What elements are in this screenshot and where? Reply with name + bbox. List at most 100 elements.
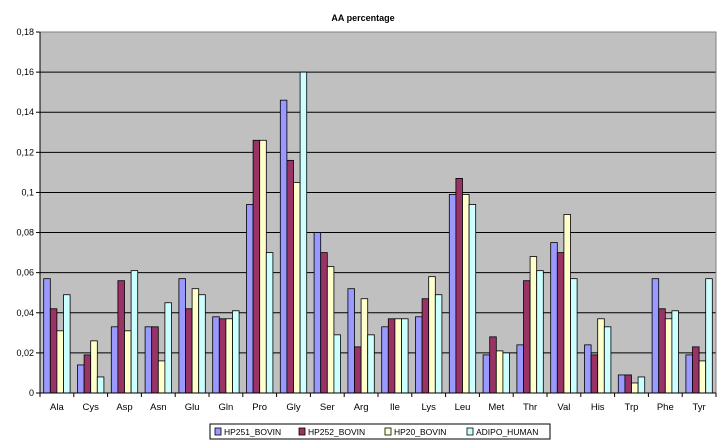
legend: HP251_BOVIN HP252_BOVIN HP20_BOVIN ADIPO_HU… <box>209 423 551 440</box>
bar-hp20_bovin-asp <box>124 330 132 394</box>
y-tick-label: 0,16 <box>16 67 34 77</box>
bar-hp252_bovin-asn <box>151 326 159 394</box>
bar-hp251_bovin-asp <box>110 326 119 394</box>
bar-hp251_bovin-arg <box>347 288 355 394</box>
bar-hp252_bovin-val <box>556 252 565 394</box>
bar-hp20_bovin-ser <box>326 266 335 394</box>
bar-hp251_bovin-gly <box>279 99 288 394</box>
y-tick-label: 0,14 <box>16 107 34 117</box>
bar-hp20_bovin-cys <box>90 340 98 394</box>
bar-adipo_human-val <box>570 278 578 394</box>
x-tick-label: Tyr <box>692 402 705 413</box>
chart-title: AA percentage <box>331 13 394 23</box>
bar-hp20_bovin-ile <box>394 318 402 394</box>
bar-hp20_bovin-phe <box>664 318 673 394</box>
bar-adipo_human-tyr <box>705 278 713 394</box>
bar-adipo_human-thr <box>536 270 544 394</box>
bar-adipo_human-trp <box>637 376 646 394</box>
bar-hp251_bovin-leu <box>448 194 457 394</box>
bar-hp251_bovin-gln <box>212 316 220 394</box>
legend-swatch <box>214 427 222 436</box>
bar-hp20_bovin-his <box>597 318 605 394</box>
bar-adipo_human-asn <box>164 302 172 394</box>
x-tick-label: Asp <box>116 402 132 413</box>
bar-hp252_bovin-met <box>489 336 497 394</box>
bar-hp20_bovin-leu <box>462 194 470 394</box>
legend-swatch <box>466 427 474 436</box>
bar-adipo_human-asp <box>130 270 139 394</box>
bar-hp252_bovin-glu <box>185 308 193 394</box>
bar-hp251_bovin-cys <box>77 364 85 394</box>
bar-hp251_bovin-trp <box>617 374 626 394</box>
bar-hp252_bovin-tyr <box>692 346 700 394</box>
y-tick-label: 0,06 <box>16 268 34 278</box>
bar-hp251_bovin-ile <box>381 326 389 394</box>
x-tick-label: Arg <box>354 402 369 413</box>
bar-hp252_bovin-ile <box>387 318 396 394</box>
bar-hp20_bovin-val <box>563 214 571 394</box>
legend-label: HP251_BOVIN <box>224 427 281 437</box>
bar-adipo_human-glu <box>198 294 206 394</box>
y-tick-label: 0,08 <box>16 228 34 238</box>
bar-adipo_human-cys <box>96 376 105 394</box>
bar-adipo_human-lys <box>434 294 443 394</box>
bars <box>43 71 713 394</box>
bar-hp251_bovin-lys <box>415 316 423 394</box>
bar-hp252_bovin-gln <box>218 318 227 394</box>
x-tick-label: Thr <box>523 402 537 413</box>
bar-hp20_bovin-gln <box>225 318 233 394</box>
bar-adipo_human-ser <box>333 334 341 394</box>
bar-hp251_bovin-thr <box>516 344 524 394</box>
x-tick-label: Asn <box>150 402 166 413</box>
bar-hp252_bovin-phe <box>658 308 666 394</box>
x-tick-label: Val <box>557 402 570 413</box>
bar-hp252_bovin-leu <box>455 178 463 394</box>
legend-swatch <box>384 427 392 436</box>
legend-swatch <box>298 427 306 436</box>
bar-hp251_bovin-met <box>482 354 491 394</box>
legend-box <box>209 423 551 440</box>
legend-label: HP252_BOVIN <box>308 427 365 437</box>
bar-hp251_bovin-glu <box>178 278 186 394</box>
x-tick-label: Ser <box>320 402 335 413</box>
bar-hp252_bovin-ser <box>320 252 328 394</box>
bar-hp251_bovin-asn <box>144 326 153 394</box>
bar-hp20_bovin-met <box>495 350 504 394</box>
y-tick-label: 0 <box>29 388 34 398</box>
x-tick-label: His <box>591 402 605 413</box>
x-tick-label: Cys <box>83 402 100 413</box>
bar-adipo_human-ile <box>401 318 409 394</box>
bar-adipo_human-gly <box>299 71 308 394</box>
bar-hp252_bovin-cys <box>83 354 92 394</box>
bar-hp252_bovin-pro <box>252 139 261 394</box>
bar-hp20_bovin-gly <box>293 182 301 394</box>
bar-hp251_bovin-val <box>550 242 558 394</box>
bar-hp20_bovin-pro <box>259 139 267 394</box>
bar-hp20_bovin-trp <box>631 382 639 394</box>
x-axis-ticks: Ala Cys Asp Asn Glu Gln Pro Gly Ser Arg Ile Lys Leu M… <box>39 393 717 413</box>
x-tick-label: Met <box>488 402 504 413</box>
x-tick-label: Pro <box>252 402 267 413</box>
bar-hp251_bovin-pro <box>246 204 254 394</box>
bar-hp20_bovin-asn <box>157 360 166 394</box>
bar-adipo_human-pro <box>265 252 274 394</box>
y-axis-ticks: 0 0,02 0,04 0,06 0,08 0,1 0,12 0,14 0,16 0,18 <box>16 27 40 398</box>
bar-hp20_bovin-arg <box>360 298 369 394</box>
bar-hp20_bovin-thr <box>529 256 538 394</box>
legend-label: ADIPO_HUMAN <box>476 427 538 437</box>
bar-hp251_bovin-ala <box>43 278 51 394</box>
x-tick-label: Gly <box>286 402 301 413</box>
y-tick-label: 0,18 <box>16 27 34 37</box>
bar-hp251_bovin-tyr <box>685 354 693 394</box>
legend-label: HP20_BOVIN <box>394 427 446 437</box>
y-tick-label: 0,12 <box>16 147 34 157</box>
bar-hp251_bovin-his <box>584 344 592 394</box>
bar-hp252_bovin-thr <box>523 280 531 394</box>
bar-hp20_bovin-lys <box>428 276 436 394</box>
bar-hp252_bovin-arg <box>354 346 362 394</box>
x-tick-label: Ile <box>390 402 400 413</box>
bar-hp20_bovin-tyr <box>698 360 707 394</box>
y-tick-label: 0,02 <box>16 348 34 358</box>
